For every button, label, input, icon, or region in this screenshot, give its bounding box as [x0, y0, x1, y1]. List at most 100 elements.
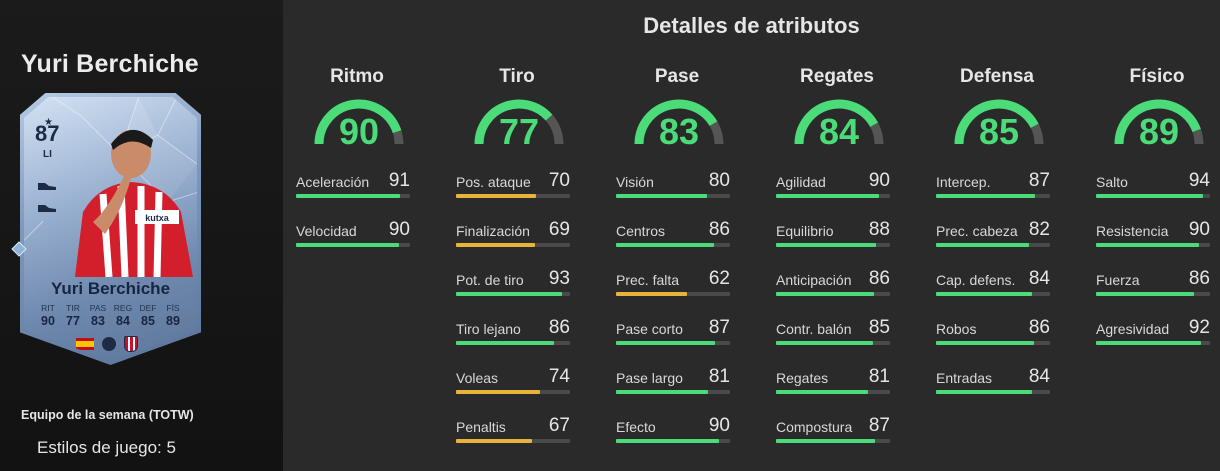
attribute-row[interactable]: Cap. defens. 84 — [936, 268, 1050, 302]
attribute-row[interactable]: Aceleración 91 — [296, 170, 410, 204]
category-value: 90 — [338, 111, 380, 152]
attribute-name: Fuerza — [1096, 272, 1140, 288]
attribute-value: 81 — [708, 366, 730, 387]
attribute-row[interactable]: Agresividad 92 — [1096, 317, 1210, 351]
attribute-row[interactable]: Salto 94 — [1096, 170, 1210, 204]
attribute-bar-fill — [1096, 243, 1199, 247]
category-gauge — [634, 99, 724, 145]
attribute-bar-fill — [776, 439, 876, 443]
category-title: Defensa — [960, 66, 1034, 87]
attribute-name: Velocidad — [296, 223, 357, 239]
attribute-bar-track — [456, 390, 570, 394]
details-title: Detalles de atributos — [643, 13, 860, 38]
attribute-bar-track — [1096, 243, 1210, 247]
attribute-row[interactable]: Entradas 84 — [936, 366, 1050, 400]
card-position: LI — [43, 149, 52, 160]
playstyles-count[interactable]: Estilos de juego: 5 — [37, 438, 176, 457]
category-title: Ritmo — [330, 66, 384, 87]
attribute-row[interactable]: Efecto 90 — [616, 415, 730, 449]
attribute-row[interactable]: Voleas 74 — [456, 366, 570, 400]
attribute-row[interactable]: Penaltis 67 — [456, 415, 570, 449]
attribute-row[interactable]: Pase largo 81 — [616, 366, 730, 400]
attribute-bar-fill — [616, 390, 709, 394]
attribute-row[interactable]: Finalización 69 — [456, 219, 570, 253]
attribute-row[interactable]: Regates 81 — [776, 366, 890, 400]
attribute-row[interactable]: Resistencia 90 — [1096, 219, 1210, 253]
attribute-name: Penaltis — [456, 419, 506, 435]
card-badges — [76, 336, 138, 352]
attribute-bar-fill — [616, 292, 687, 296]
attribute-bar-track — [776, 439, 890, 443]
card-stat: PAS 83 — [86, 303, 110, 328]
attribute-row[interactable]: Prec. cabeza 82 — [936, 219, 1050, 253]
attribute-name: Aceleración — [296, 174, 370, 190]
attribute-row[interactable]: Velocidad 90 — [296, 219, 410, 253]
attribute-row[interactable]: Fuerza 86 — [1096, 268, 1210, 302]
attribute-name: Regates — [776, 370, 829, 386]
attribute-row[interactable]: Pase corto 87 — [616, 317, 730, 351]
star-icon: ★ — [44, 117, 53, 128]
attribute-row[interactable]: Tiro lejano 86 — [456, 317, 570, 351]
attribute-bar-track — [616, 390, 730, 394]
attribute-row[interactable]: Robos 86 — [936, 317, 1050, 351]
attribute-row[interactable]: Pot. de tiro 93 — [456, 268, 570, 302]
attribute-bar-track — [616, 243, 730, 247]
attribute-value: 70 — [548, 170, 570, 191]
attribute-name: Prec. falta — [616, 272, 680, 288]
player-name: Yuri Berchiche — [21, 50, 199, 78]
attribute-value: 74 — [548, 366, 570, 387]
attribute-row[interactable]: Visión 80 — [616, 170, 730, 204]
player-card[interactable]: kutxa 87 ★ LI Yuri Berchiche RIT 90 TIR 77 P… — [20, 93, 201, 365]
attribute-bar-track — [456, 243, 570, 247]
attribute-bar-track — [776, 390, 890, 394]
attribute-name: Finalización — [456, 223, 530, 239]
attribute-row[interactable]: Anticipación 86 — [776, 268, 890, 302]
boot-icon — [38, 205, 56, 212]
attribute-bar-track — [1096, 194, 1210, 198]
attribute-bar-track — [776, 292, 890, 296]
attribute-row[interactable]: Prec. falta 62 — [616, 268, 730, 302]
attribute-name: Tiro lejano — [456, 321, 521, 337]
attribute-name: Pot. de tiro — [456, 272, 524, 288]
attribute-row[interactable]: Intercep. 87 — [936, 170, 1050, 204]
attribute-row[interactable]: Pos. ataque 70 — [456, 170, 570, 204]
card-stat-label: PAS — [89, 303, 107, 313]
card-rating: 87 — [35, 121, 60, 146]
card-stat-label: RIT — [41, 303, 55, 313]
svg-text:kutxa: kutxa — [145, 213, 170, 223]
attribute-bar-fill — [776, 341, 873, 345]
attribute-value: 90 — [868, 170, 890, 191]
attribute-bar-fill — [1096, 194, 1204, 198]
attribute-bar-track — [1096, 292, 1210, 296]
attribute-row[interactable]: Centros 86 — [616, 219, 730, 253]
attribute-value: 86 — [1028, 317, 1050, 338]
attribute-name: Entradas — [936, 370, 993, 386]
attribute-row[interactable]: Agilidad 90 — [776, 170, 890, 204]
card-stat-value: 77 — [66, 314, 80, 328]
attribute-bar-track — [616, 439, 730, 443]
attribute-bar-fill — [936, 194, 1036, 198]
attribute-bar-fill — [776, 194, 879, 198]
attribute-name: Salto — [1096, 174, 1128, 190]
attribute-bar-track — [456, 341, 570, 345]
card-stat: FÍS 89 — [161, 303, 185, 328]
attribute-bar-fill — [776, 243, 877, 247]
card-stat-label: REG — [113, 303, 133, 313]
attribute-name: Pase largo — [616, 370, 683, 386]
card-stat: TIR 77 — [61, 303, 85, 328]
card-stat-value: 84 — [116, 314, 130, 328]
gauge-fill — [474, 99, 553, 145]
card-stat: REG 84 — [111, 303, 135, 328]
attribute-bar-track — [1096, 341, 1210, 345]
attribute-name: Agresividad — [1096, 321, 1170, 337]
attribute-bar-track — [776, 194, 890, 198]
attribute-bar-fill — [456, 341, 555, 345]
attribute-row[interactable]: Contr. balón 85 — [776, 317, 890, 351]
attribute-value: 84 — [1028, 268, 1050, 289]
attribute-row[interactable]: Equilibrio 88 — [776, 219, 890, 253]
attribute-value: 86 — [708, 219, 730, 240]
program-label: Equipo de la semana (TOTW) — [21, 408, 194, 422]
gauge-fill — [794, 99, 878, 145]
category-title: Tiro — [499, 66, 535, 87]
attribute-row[interactable]: Compostura 87 — [776, 415, 890, 449]
